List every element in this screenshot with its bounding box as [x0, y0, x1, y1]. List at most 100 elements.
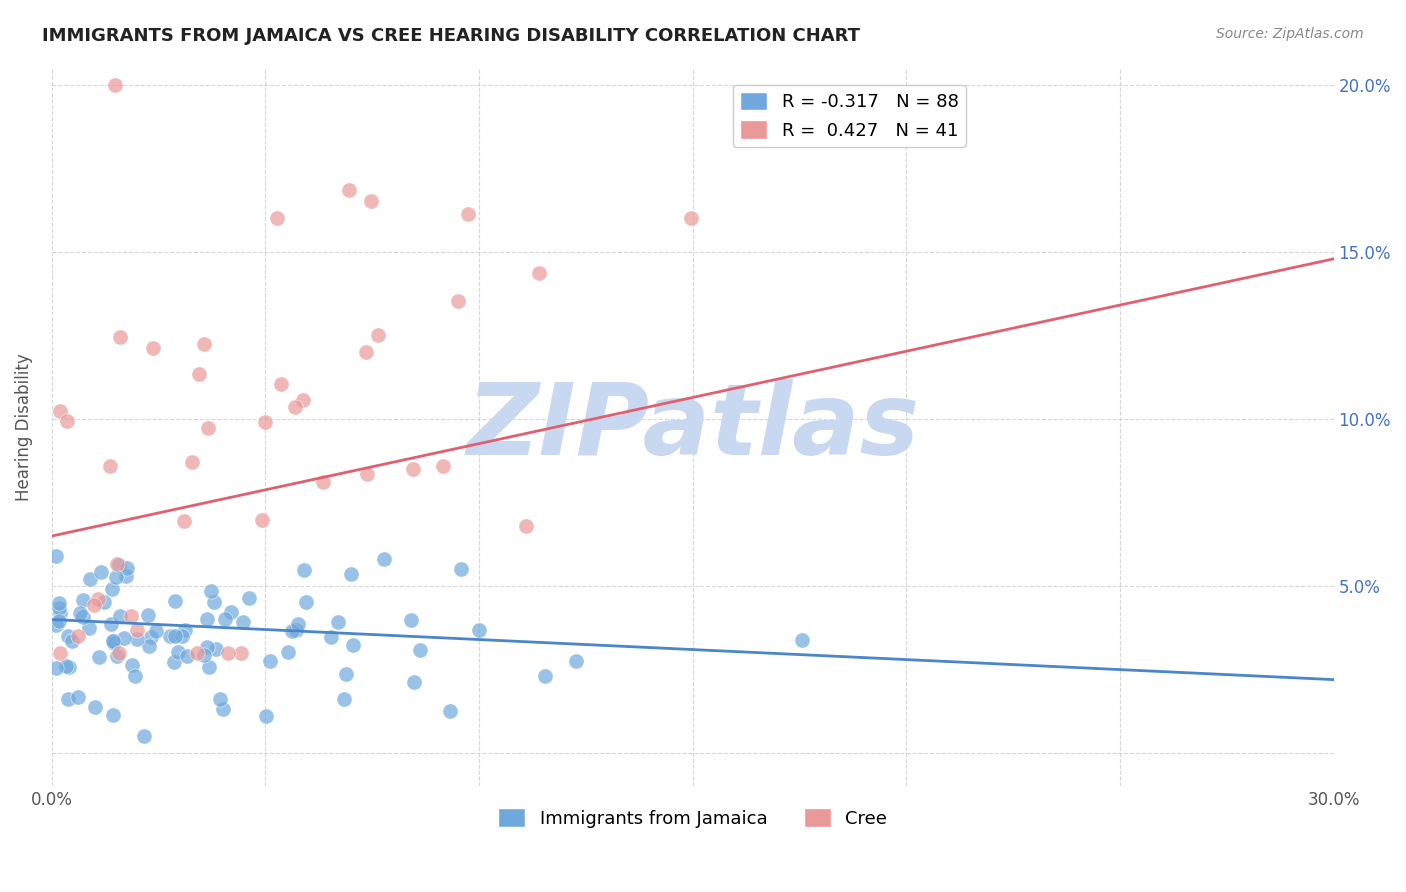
Point	[342, 638, 364, 652]
Text: ZIPatlas: ZIPatlas	[467, 379, 920, 476]
Point	[367, 328, 389, 343]
Point	[90, 565, 112, 579]
Point	[48, 646, 70, 660]
Point	[200, 583, 222, 598]
Point	[79, 620, 101, 634]
Point	[72, 610, 94, 624]
Point	[174, 623, 197, 637]
Point	[527, 266, 550, 280]
Point	[266, 211, 288, 226]
Point	[515, 519, 537, 533]
Legend: Immigrants from Jamaica, Cree: Immigrants from Jamaica, Cree	[491, 801, 894, 835]
Point	[62, 633, 84, 648]
Point	[356, 467, 378, 481]
Point	[287, 617, 309, 632]
Point	[110, 608, 132, 623]
Point	[337, 183, 360, 197]
Point	[72, 592, 94, 607]
Point	[214, 612, 236, 626]
Point	[284, 400, 307, 414]
Point	[100, 617, 122, 632]
Point	[103, 78, 125, 93]
Point	[792, 633, 814, 648]
Point	[253, 415, 276, 429]
Point	[120, 609, 142, 624]
Point	[277, 645, 299, 659]
Point	[292, 393, 315, 408]
Point	[103, 633, 125, 648]
Point	[138, 640, 160, 654]
Point	[176, 649, 198, 664]
Point	[439, 704, 461, 718]
Point	[221, 605, 243, 619]
Point	[468, 623, 491, 637]
Point	[335, 666, 357, 681]
Point	[101, 634, 124, 648]
Point	[49, 606, 72, 620]
Point	[232, 615, 254, 629]
Point	[432, 459, 454, 474]
Point	[197, 420, 219, 434]
Point	[69, 606, 91, 620]
Point	[402, 462, 425, 476]
Point	[159, 629, 181, 643]
Point	[457, 207, 479, 221]
Point	[180, 455, 202, 469]
Point	[48, 614, 70, 628]
Point	[205, 641, 228, 656]
Y-axis label: Hearing Disability: Hearing Disability	[15, 353, 32, 501]
Point	[373, 552, 395, 566]
Point	[193, 337, 215, 351]
Point	[136, 608, 159, 623]
Point	[354, 344, 377, 359]
Point	[270, 377, 292, 392]
Point	[56, 692, 79, 706]
Point	[252, 513, 274, 527]
Point	[79, 572, 101, 586]
Point	[93, 595, 115, 609]
Point	[48, 403, 70, 417]
Point	[281, 624, 304, 639]
Point	[321, 630, 343, 644]
Point	[166, 645, 188, 659]
Point	[105, 557, 128, 571]
Point	[87, 591, 110, 606]
Point	[292, 563, 315, 577]
Point	[84, 700, 107, 714]
Point	[238, 591, 260, 606]
Point	[172, 629, 194, 643]
Point	[134, 730, 156, 744]
Point	[360, 194, 382, 208]
Point	[163, 629, 186, 643]
Point	[89, 649, 111, 664]
Point	[105, 570, 128, 584]
Point	[112, 631, 135, 645]
Point	[326, 615, 349, 629]
Point	[55, 414, 77, 428]
Point	[212, 701, 235, 715]
Point	[446, 293, 468, 308]
Point	[195, 640, 218, 655]
Point	[565, 654, 588, 668]
Point	[402, 675, 425, 690]
Point	[108, 330, 131, 344]
Point	[142, 341, 165, 355]
Point	[311, 475, 333, 489]
Point	[121, 657, 143, 672]
Point	[125, 623, 148, 637]
Point	[231, 646, 253, 660]
Point	[259, 654, 281, 668]
Point	[125, 632, 148, 646]
Point	[145, 624, 167, 638]
Point	[83, 598, 105, 612]
Point	[198, 659, 221, 673]
Point	[58, 659, 80, 673]
Point	[48, 601, 70, 615]
Point	[295, 595, 318, 609]
Point	[163, 655, 186, 669]
Point	[45, 661, 67, 675]
Point	[114, 569, 136, 583]
Point	[103, 636, 125, 650]
Point	[141, 630, 163, 644]
Point	[101, 708, 124, 723]
